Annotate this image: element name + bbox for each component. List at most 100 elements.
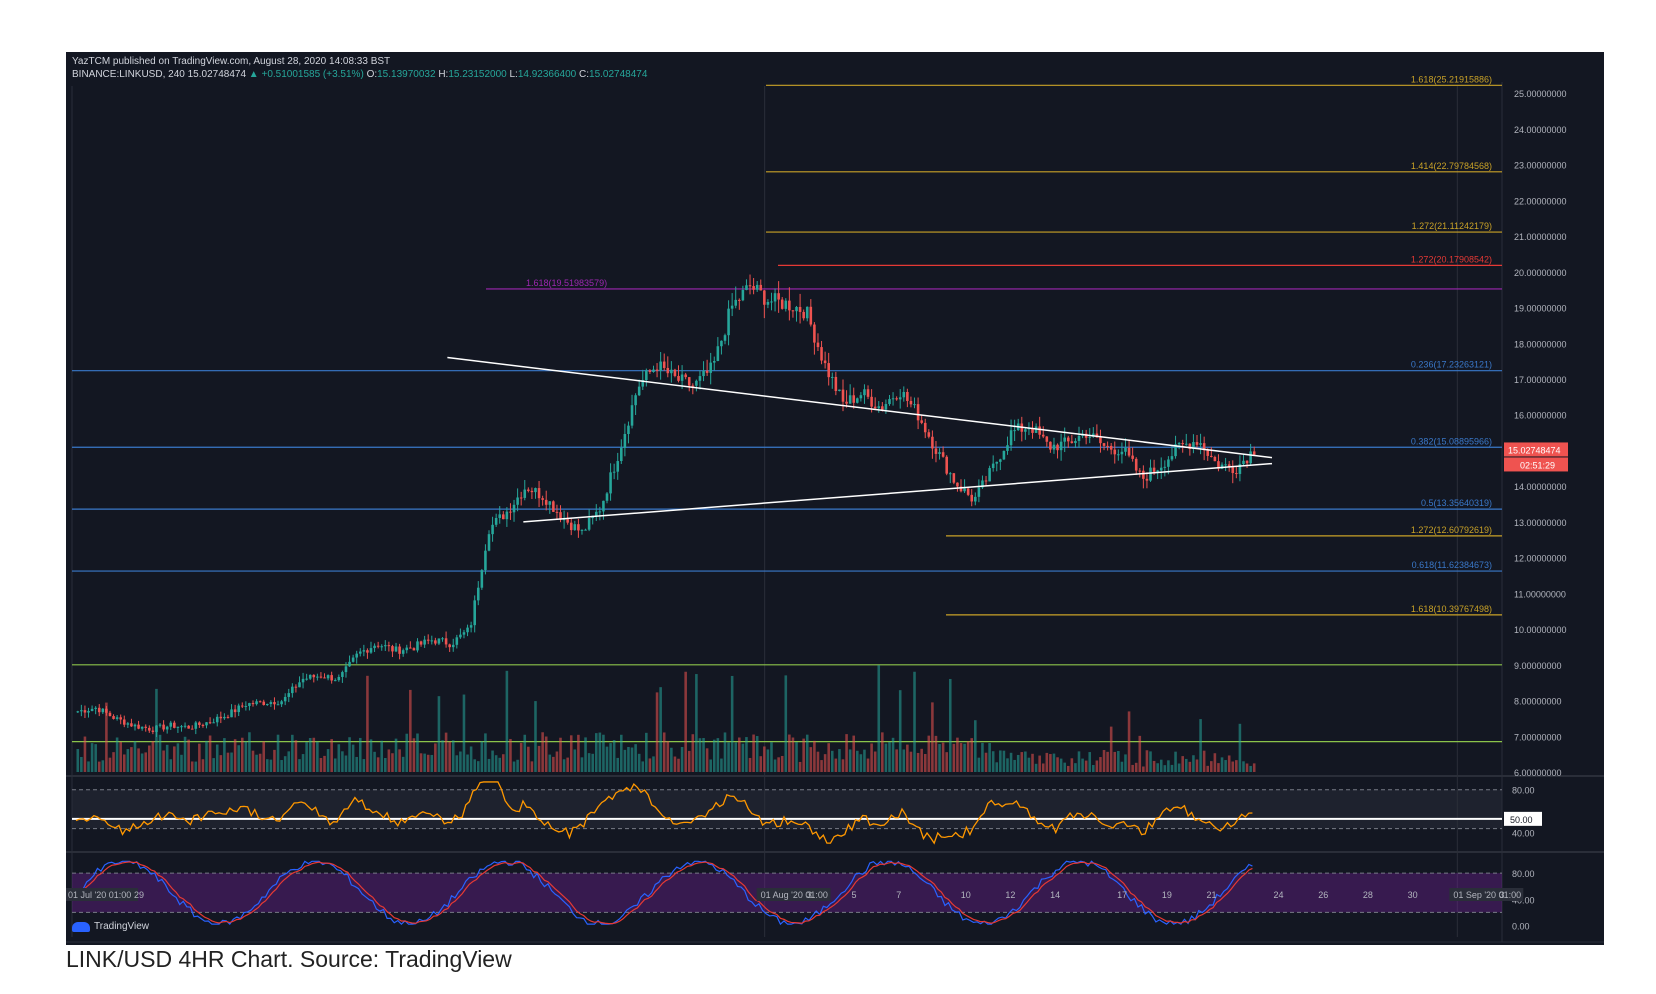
time-tick-label: 12 bbox=[1005, 890, 1015, 900]
volume-bar bbox=[602, 734, 605, 772]
candle-body bbox=[691, 385, 695, 387]
candle-body bbox=[412, 648, 416, 651]
candle-body bbox=[276, 704, 280, 706]
volume-bar bbox=[1045, 752, 1049, 772]
candle-body bbox=[1059, 441, 1063, 451]
candle-body bbox=[709, 362, 712, 373]
c-value: 15.02748474 bbox=[589, 69, 648, 80]
candle-body bbox=[981, 480, 984, 488]
brand-label: TradingView bbox=[94, 921, 150, 932]
volume-bar bbox=[1106, 751, 1109, 772]
candle-body bbox=[1199, 443, 1202, 445]
time-tick-label: 26 bbox=[1318, 890, 1328, 900]
volume-bar bbox=[459, 751, 462, 772]
volume-bar bbox=[401, 756, 405, 772]
volume-bar bbox=[498, 757, 502, 772]
candle-body bbox=[1066, 437, 1070, 442]
volume-bar bbox=[419, 753, 423, 772]
volume-bar bbox=[130, 747, 133, 772]
volume-bar bbox=[491, 750, 494, 772]
volume-bar bbox=[766, 749, 770, 772]
candle-body bbox=[598, 511, 602, 513]
candle-body bbox=[884, 404, 888, 410]
candle-body bbox=[712, 360, 716, 363]
candle-body bbox=[888, 399, 891, 405]
candle-body bbox=[620, 447, 623, 462]
candle-body bbox=[369, 648, 373, 653]
price-chart[interactable]: 25.00000000 24.00000000 23.00000000 22.0000… bbox=[66, 52, 1604, 945]
volume-bar bbox=[809, 747, 813, 772]
volume-bar bbox=[215, 744, 219, 772]
candle-body bbox=[194, 722, 198, 729]
volume-bar bbox=[1081, 758, 1084, 772]
candle-body bbox=[841, 389, 845, 402]
volume-bar bbox=[720, 758, 723, 772]
candle-body bbox=[1170, 456, 1174, 460]
candle-body bbox=[856, 398, 859, 403]
volume-bar bbox=[484, 733, 487, 772]
candle-body bbox=[502, 514, 505, 520]
volume-bar bbox=[480, 741, 484, 772]
candle-body bbox=[291, 686, 294, 694]
volume-bar bbox=[637, 753, 641, 772]
volume-bar bbox=[677, 758, 680, 772]
volume-bar bbox=[816, 751, 820, 772]
candle-body bbox=[745, 285, 748, 290]
time-tick-label: 17 bbox=[1117, 890, 1127, 900]
candle-body bbox=[491, 524, 494, 535]
candle-body bbox=[148, 727, 151, 731]
candle-body bbox=[1095, 433, 1099, 438]
volume-bar bbox=[752, 734, 755, 772]
volume-bar bbox=[1020, 752, 1024, 772]
candle-body bbox=[866, 389, 870, 397]
candle-body bbox=[759, 284, 763, 291]
candle-body bbox=[516, 497, 519, 505]
tradingview-logo[interactable]: TradingView bbox=[72, 921, 149, 932]
time-tick-label: 3 bbox=[1499, 890, 1504, 900]
volume-bar bbox=[444, 732, 448, 772]
candle-body bbox=[609, 472, 612, 494]
candle-body bbox=[941, 452, 945, 457]
candle-body bbox=[999, 459, 1002, 462]
candle-body bbox=[269, 702, 273, 705]
candle-body bbox=[287, 693, 291, 697]
time-label-badge bbox=[756, 888, 831, 901]
volume-bar bbox=[666, 740, 670, 772]
volume-bar bbox=[734, 742, 738, 772]
volume-bar bbox=[1199, 719, 1202, 772]
volume-bar bbox=[115, 737, 119, 772]
volume-bar bbox=[362, 759, 366, 772]
volume-bar bbox=[519, 742, 523, 772]
volume-bar bbox=[276, 734, 280, 772]
chart-frame[interactable]: YazTCM published on TradingView.com, Aug… bbox=[66, 52, 1604, 945]
candle-body bbox=[523, 489, 527, 498]
level-label: 1.272(20.17908542) bbox=[1411, 254, 1492, 264]
candle-body bbox=[723, 335, 727, 341]
candle-body bbox=[87, 710, 90, 713]
volume-bar bbox=[330, 739, 333, 772]
level-label: 1.272(21.11242179) bbox=[1412, 221, 1492, 231]
candle-body bbox=[848, 395, 852, 404]
candle-body bbox=[223, 716, 226, 719]
candle-body bbox=[494, 517, 498, 525]
candle-body bbox=[784, 300, 788, 309]
candle-body bbox=[670, 369, 673, 374]
candle-body bbox=[773, 293, 777, 302]
candle-body bbox=[519, 497, 523, 499]
volume-bar bbox=[323, 755, 326, 772]
volume-bar bbox=[670, 747, 673, 772]
volume-bar bbox=[291, 734, 294, 772]
candle-body bbox=[809, 306, 813, 325]
volume-bar bbox=[1117, 750, 1120, 772]
volume-bar bbox=[523, 734, 527, 772]
candle-body bbox=[991, 463, 995, 469]
candle-body bbox=[805, 306, 809, 319]
volume-bar bbox=[548, 754, 552, 772]
volume-bar bbox=[680, 747, 684, 772]
volume-bar bbox=[1195, 759, 1199, 772]
volume-bar bbox=[1138, 735, 1142, 772]
stoch-tick-label: 0.00 bbox=[1512, 921, 1530, 931]
candle-body bbox=[484, 550, 487, 571]
volume-bar bbox=[333, 758, 337, 772]
candle-body bbox=[122, 719, 126, 725]
